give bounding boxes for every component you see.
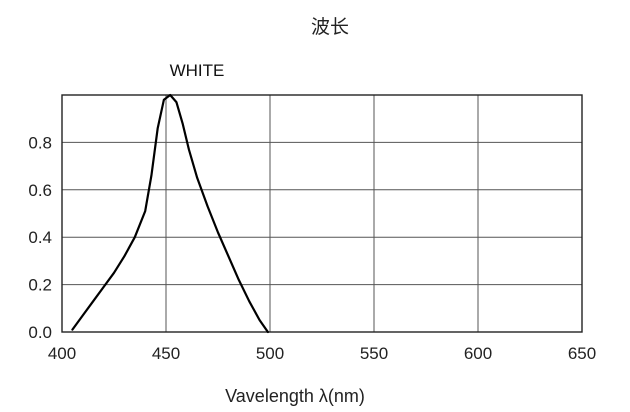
y-tick-label: 0.6: [28, 181, 52, 200]
x-axis-label: Vavelength λ(nm): [225, 386, 365, 406]
x-ticks: 400 450 500 550 600 650: [48, 344, 596, 363]
x-tick-label: 400: [48, 344, 76, 363]
x-tick-label: 650: [568, 344, 596, 363]
series-group: [71, 93, 269, 334]
x-tick-label: 450: [152, 344, 180, 363]
x-tick-label: 600: [464, 344, 492, 363]
y-tick-label: 0.0: [28, 323, 52, 342]
plot-frame: [61, 94, 583, 333]
x-tick-label: 500: [256, 344, 284, 363]
y-tick-label: 0.4: [28, 228, 52, 247]
chart-title: 波长: [311, 16, 349, 38]
y-tick-label: 0.8: [28, 133, 52, 152]
y-ticks: 0.0 0.2 0.4 0.6 0.8: [28, 133, 52, 342]
series-line-0: [71, 93, 269, 334]
x-tick-label: 550: [360, 344, 388, 363]
series-label: WHITE: [170, 61, 225, 80]
y-tick-label: 0.2: [28, 276, 52, 295]
grid: [61, 95, 583, 333]
